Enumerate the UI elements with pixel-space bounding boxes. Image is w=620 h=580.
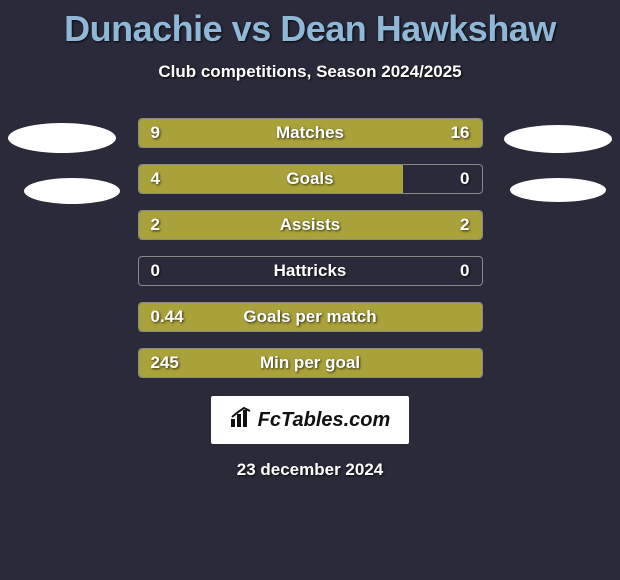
stat-label: Matches <box>139 119 482 147</box>
stat-label: Goals per match <box>139 303 482 331</box>
stat-row: Assists2 2 <box>0 202 620 248</box>
page-title: Dunachie vs Dean Hawkshaw <box>0 8 620 50</box>
stat-bar: Min per goal245 <box>138 348 483 378</box>
stat-value-left: 0.44 <box>151 303 184 331</box>
comparison-infographic: Dunachie vs Dean Hawkshaw Club competiti… <box>0 0 620 480</box>
stat-value-right: 2 <box>460 211 469 239</box>
subtitle: Club competitions, Season 2024/2025 <box>0 62 620 82</box>
stat-row: Goals4 0 <box>0 156 620 202</box>
stat-bar: Hattricks0 0 <box>138 256 483 286</box>
stat-value-right: 0 <box>460 257 469 285</box>
stat-row: Hattricks0 0 <box>0 248 620 294</box>
stat-bar: Goals4 0 <box>138 164 483 194</box>
stat-value-right: 16 <box>451 119 470 147</box>
stat-value-left: 0 <box>151 257 160 285</box>
stat-label: Min per goal <box>139 349 482 377</box>
stat-label: Goals <box>139 165 482 193</box>
logo: FcTables.com <box>230 407 391 433</box>
stat-row: Min per goal245 <box>0 340 620 386</box>
stat-label: Assists <box>139 211 482 239</box>
logo-box: FcTables.com <box>211 396 409 444</box>
chart-icon <box>230 407 254 433</box>
stat-row: Matches9 16 <box>0 110 620 156</box>
stat-bar: Matches9 16 <box>138 118 483 148</box>
stats-block: Matches916Goals40Assists22Hattricks00Goa… <box>0 110 620 386</box>
stat-value-left: 2 <box>151 211 160 239</box>
stat-row: Goals per match0.44 <box>0 294 620 340</box>
stat-bar: Assists2 2 <box>138 210 483 240</box>
stat-value-left: 245 <box>151 349 179 377</box>
stat-bar: Goals per match0.44 <box>138 302 483 332</box>
stat-value-left: 4 <box>151 165 160 193</box>
stat-value-left: 9 <box>151 119 160 147</box>
stat-label: Hattricks <box>139 257 482 285</box>
date-label: 23 december 2024 <box>0 460 620 480</box>
logo-text: FcTables.com <box>258 409 391 432</box>
stat-value-right: 0 <box>460 165 469 193</box>
